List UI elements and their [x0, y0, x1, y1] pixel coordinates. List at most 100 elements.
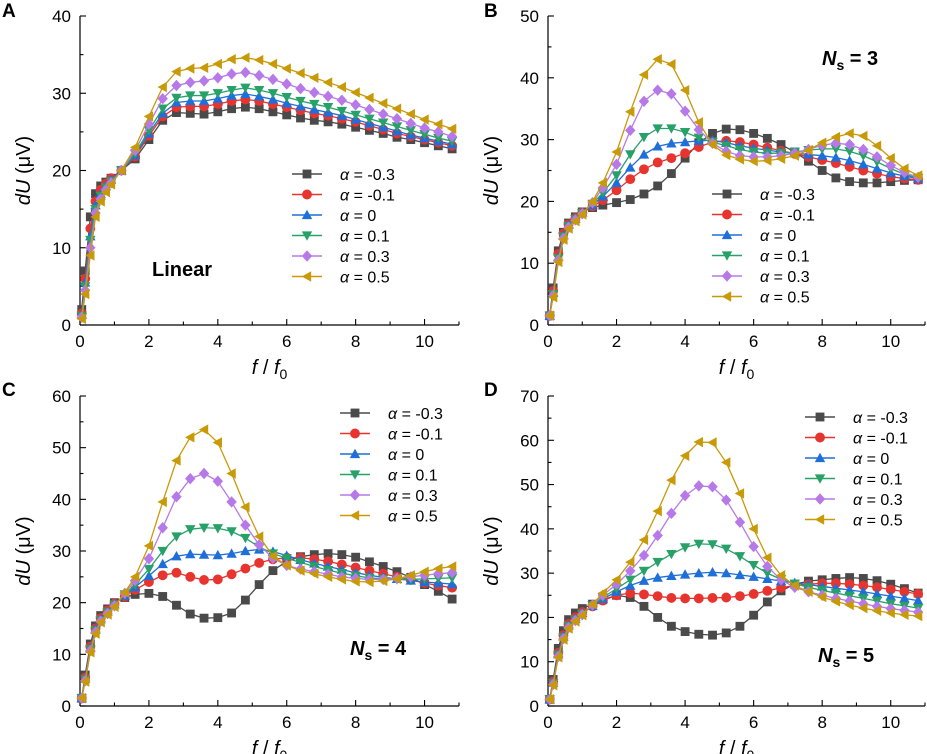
panel-a-series-3-point	[267, 89, 279, 99]
panel-b-series-0-point	[776, 140, 786, 149]
panel-c-series-4-point	[240, 519, 251, 531]
panel-c-series-0-point	[268, 566, 278, 576]
panel-c-series-3-line	[81, 527, 453, 699]
panel-c-series-5-point	[85, 647, 95, 658]
panel-a-series-5-point	[405, 108, 415, 120]
panel-b-series-5-point	[693, 117, 703, 128]
panel-a-series-0-point	[91, 189, 100, 199]
panel-c-series-3-point	[198, 523, 210, 533]
panel-b-x-tick-label: 4	[680, 332, 689, 351]
panel-c-series-2-point	[212, 549, 224, 560]
panel-a-series-3-point	[240, 83, 251, 94]
panel-b-legend-entry-5: α = 0.5	[712, 290, 810, 307]
panel-a-legend-marker	[301, 231, 313, 241]
panel-d-series-5-point	[858, 602, 868, 614]
panel-d-y-tick-label: 0	[530, 697, 539, 716]
panel-b-series-2-point	[844, 155, 855, 165]
panel-a-series-4-point	[419, 122, 430, 134]
panel-c-y-tick-label: 30	[52, 542, 71, 561]
panel-d-series-0-point	[886, 579, 896, 589]
panel-a-series-5-point	[322, 77, 333, 88]
panel-c-series-2-point	[226, 548, 237, 558]
panel-c-series-3-point	[185, 525, 196, 535]
panel-c-series-0-point	[199, 613, 209, 623]
panel-d-series-0-point	[858, 574, 868, 583]
panel-c-series-5-point	[119, 587, 129, 598]
panel-a-series-4-point	[309, 86, 320, 99]
panel-c-legend-marker	[350, 428, 360, 439]
panel-c-y-tick-label: 10	[52, 645, 71, 664]
panel-d-series-2-point	[693, 567, 704, 578]
panel-b-series-3-point	[858, 151, 869, 161]
panel-c-series-5-point	[76, 693, 86, 704]
panel-d-series-1-point	[707, 593, 718, 603]
panel-a-series-5-point	[364, 92, 374, 104]
panel-c-series-0-point	[144, 588, 154, 598]
panel-d-series-1-point	[693, 593, 704, 604]
panel-d-series-5-point	[871, 605, 882, 616]
panel-b-series-2-point	[871, 163, 883, 173]
panel-b-series-3-point	[844, 147, 855, 157]
panel-b-series-1-point	[639, 164, 649, 175]
panel-d-series-5-point	[748, 523, 758, 535]
panel-b-x-tick-label: 0	[543, 332, 552, 351]
panel-c-series-3-point	[143, 564, 155, 575]
panel-b-series-4-point	[858, 143, 869, 156]
panel-d-series-5-point	[899, 609, 909, 620]
panel-c-series-1-point	[157, 570, 168, 581]
panel-b-legend-entry-2: α = 0	[712, 228, 796, 245]
panel-d-series-4-point	[611, 578, 622, 590]
panel-a: A 0 2 4 6 8 10 0 10 20 30 40 f / f0 dU (μV) Linear α = …	[2, 1, 460, 382]
panel-c: C 0 2 4 6 8 10 0 10 20 30 40 50 60 f / f0 dU (μV) Ns = 4…	[2, 380, 460, 754]
panel-b-y-axis-title: dU (μV)	[481, 136, 503, 205]
panel-d-y-tick-label: 60	[520, 431, 539, 450]
panel-c-annotation: Ns = 4	[350, 638, 407, 663]
panel-b-series-5-point	[734, 154, 745, 165]
panel-d-x-tick-label: 0	[543, 713, 552, 732]
panel-b-series-2-point	[816, 150, 828, 160]
panel-c-series-3-point	[281, 554, 292, 564]
panel-b-series-5-point	[707, 139, 717, 150]
panel-b-series-0-point	[735, 125, 745, 135]
panel-a-series-3-point	[391, 122, 403, 132]
panel-a-legend-marker	[301, 250, 313, 262]
panel-a-series-5-point	[281, 63, 291, 74]
panel-c-letter: C	[2, 380, 16, 401]
panel-c-series-5-point	[143, 540, 154, 552]
panel-a-series-0-point	[185, 108, 195, 118]
panel-b-series-4-point	[693, 123, 704, 136]
panel-c-series-1-point	[254, 557, 265, 568]
panel-c-legend-label: α = 0	[388, 447, 424, 464]
panel-d-series-5-point	[544, 694, 554, 705]
panel-d-y-axis-title: dU (μV)	[481, 516, 503, 585]
panel-b-legend-marker	[721, 270, 733, 282]
panel-d-series-2-point	[748, 571, 759, 581]
panel-d-series-3-point	[625, 575, 636, 585]
panel-b-series-5-point	[625, 106, 635, 117]
panel-a-legend-label: α = 0.5	[340, 270, 390, 287]
panel-b-series-0-point	[721, 124, 731, 134]
panel-d-series-5-point	[803, 586, 813, 597]
panel-b-series-0-point	[886, 177, 896, 187]
panel-c-series-5-point	[129, 571, 140, 583]
panel-d-legend-marker	[815, 412, 825, 422]
panel-d-legend-marker	[814, 452, 826, 463]
panel-d-legend-marker	[814, 493, 826, 505]
panel-c-series-5-point	[336, 574, 347, 585]
panel-c-series-0-point	[392, 567, 402, 577]
panel-a-series-4-point	[198, 75, 210, 87]
panel-d-series-3-point	[734, 552, 746, 562]
panel-c-series-5-point	[281, 560, 291, 571]
panel-a-y-tick-label: 30	[52, 84, 71, 103]
panel-c-series-1-point	[226, 569, 237, 580]
panel-d-series-1-point	[858, 580, 869, 591]
panel-d-series-2-point	[652, 572, 663, 582]
panel-a-series-5-point	[253, 54, 264, 66]
panel-b: B 0 2 4 6 8 10 0 10 20 30 40 50 f / f0 dU (μV) Ns = 3 α …	[481, 1, 926, 382]
panel-d-series-5-point	[721, 457, 731, 468]
panel-a-series-2-point	[253, 91, 265, 101]
panel-a-series-3-point	[433, 133, 444, 144]
panel-d-legend-entry-3: α = 0.1	[805, 472, 903, 489]
panel-a-series-5-point	[79, 288, 90, 300]
panel-b-series-4-point	[666, 88, 677, 100]
